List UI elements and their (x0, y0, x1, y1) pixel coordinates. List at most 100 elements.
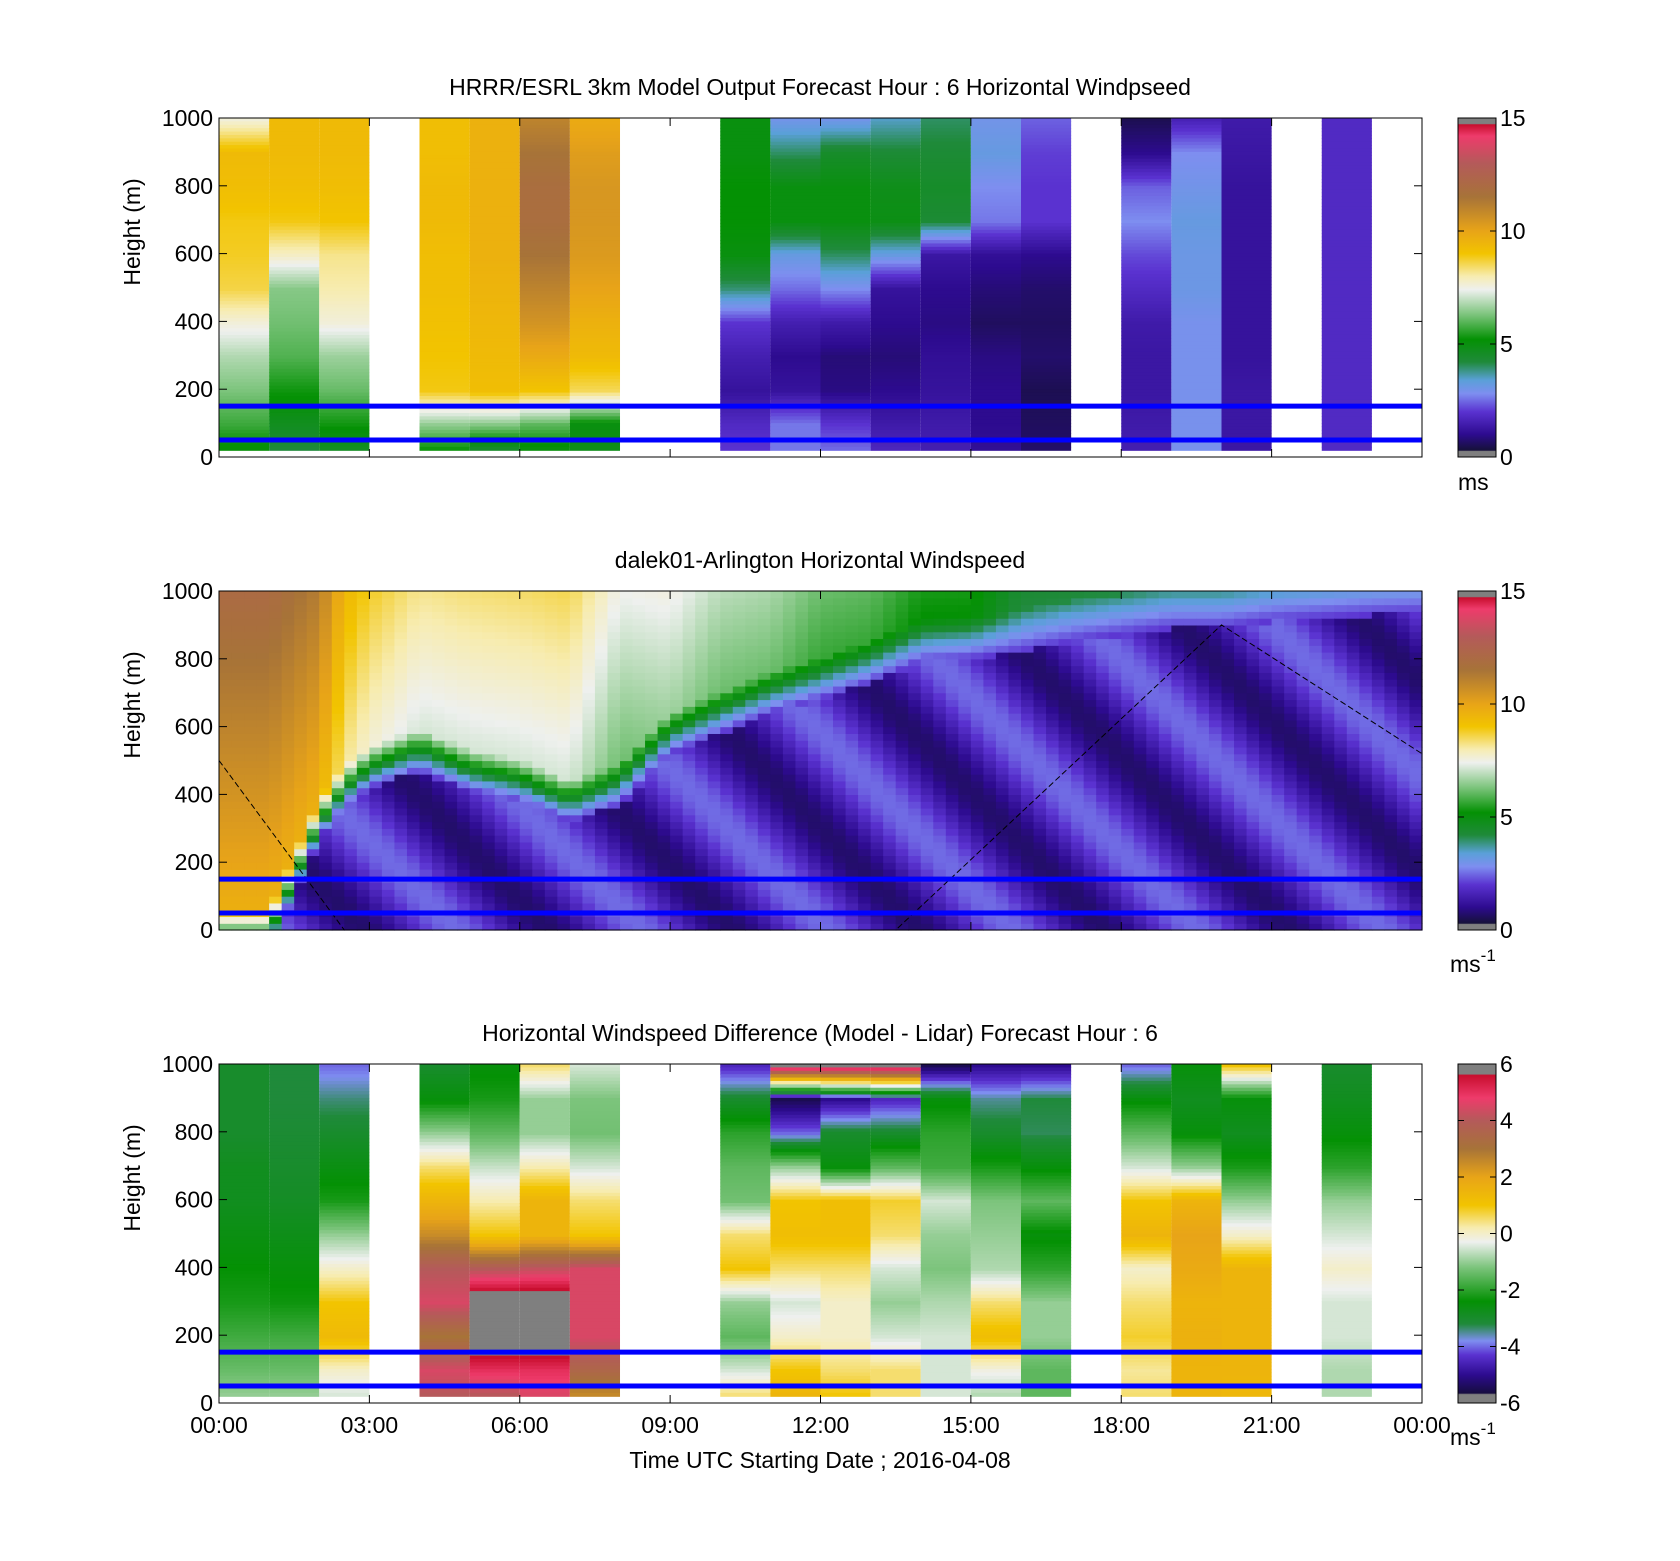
heatmap-cell (244, 685, 258, 694)
heatmap-cell (269, 618, 283, 626)
heatmap-cell (757, 699, 771, 707)
heatmap-cell (482, 882, 496, 890)
heatmap-cell (770, 923, 784, 931)
heatmap-cell (344, 713, 358, 721)
heatmap-cell (482, 774, 496, 782)
heatmap-cell (983, 672, 997, 680)
heatmap-cell (219, 672, 233, 680)
heatmap-cell (319, 379, 370, 384)
heatmap-cell (670, 652, 684, 660)
heatmap-cell (419, 713, 433, 721)
heatmap-cell (557, 848, 571, 857)
heatmap-cell (895, 828, 909, 836)
heatmap-cell (269, 280, 320, 285)
heatmap-cell (870, 923, 884, 931)
heatmap-cell (319, 179, 370, 184)
heatmap-cell (457, 624, 471, 633)
heatmap-cell (745, 774, 759, 782)
heatmap-cell (344, 746, 358, 755)
heatmap-cell (344, 645, 358, 653)
heatmap-cell (720, 740, 734, 748)
heatmap-cell (231, 618, 245, 626)
heatmap-cell (782, 862, 797, 870)
heatmap-cell (858, 692, 872, 701)
heatmap-cell (845, 740, 859, 748)
heatmap-cell (507, 889, 521, 897)
heatmap-cell (958, 699, 972, 707)
heatmap-cell (219, 807, 233, 816)
heatmap-cell (607, 618, 621, 626)
heatmap-cell (732, 699, 746, 707)
heatmap-cell (369, 719, 383, 728)
heatmap-cell (858, 787, 872, 795)
heatmap-cell (319, 209, 370, 214)
heatmap-cell (469, 713, 483, 721)
heatmap-cell (770, 848, 784, 857)
heatmap-cell (457, 658, 471, 667)
heatmap-cell (269, 273, 320, 278)
heatmap-cell (281, 699, 295, 707)
heatmap-cell (594, 896, 609, 904)
heatmap-cell (569, 624, 584, 633)
heatmap-cell (231, 740, 245, 748)
heatmap-cell (870, 692, 884, 701)
heatmap-cell (670, 665, 684, 673)
heatmap-cell (958, 631, 972, 640)
heatmap-cell (419, 604, 433, 612)
heatmap-cell (557, 902, 571, 911)
y-tick-label: 800 (175, 173, 213, 199)
heatmap-cell (745, 604, 759, 612)
heatmap-cell (294, 916, 308, 924)
heatmap-cell (219, 301, 270, 306)
heatmap-cell (381, 794, 396, 802)
heatmap-cell (845, 679, 859, 687)
heatmap-cell (432, 699, 446, 707)
heatmap-cell (594, 604, 609, 612)
heatmap-cell (419, 685, 433, 694)
heatmap-cell (269, 155, 320, 160)
heatmap-cell (745, 624, 759, 633)
heatmap-cell (757, 882, 771, 890)
heatmap-cell (670, 753, 684, 762)
heatmap-cell (544, 740, 558, 748)
heatmap-cell (858, 855, 872, 863)
heatmap-cell (269, 443, 320, 448)
heatmap-cell (569, 841, 584, 850)
heatmap-cell (306, 746, 320, 755)
heatmap-cell (594, 672, 609, 680)
heatmap-cell (582, 591, 596, 599)
heatmap-cell (632, 828, 646, 836)
heatmap-cell (870, 835, 884, 843)
heatmap-cell (519, 889, 533, 897)
heatmap-cell (432, 597, 446, 606)
heatmap-cell (770, 801, 784, 809)
heatmap-cell (381, 835, 396, 843)
heatmap-cell (833, 835, 847, 843)
heatmap-cell (544, 814, 558, 823)
heatmap-cell (419, 645, 433, 653)
heatmap-cell (444, 848, 458, 857)
heatmap-cell (945, 699, 959, 707)
heatmap-cell (419, 794, 433, 802)
heatmap-cell (269, 182, 320, 187)
heatmap-cell (344, 801, 358, 809)
heatmap-cell (745, 835, 759, 843)
heatmap-cell (432, 624, 446, 633)
heatmap-cell (219, 185, 270, 190)
heatmap-cell (983, 855, 997, 863)
heatmap-cell (244, 719, 258, 728)
heatmap-cell (331, 896, 345, 904)
heatmap-cell (419, 419, 470, 424)
heatmap-cell (294, 835, 308, 843)
heatmap-cell (494, 631, 508, 640)
heatmap-cell (582, 597, 596, 606)
heatmap-cell (757, 719, 771, 728)
heatmap-cell (845, 923, 859, 931)
heatmap-cell (219, 294, 270, 299)
heatmap-cell (645, 597, 659, 606)
heatmap-cell (544, 801, 558, 809)
heatmap-cell (306, 611, 320, 619)
heatmap-cell (620, 624, 634, 633)
heatmap-cell (745, 868, 759, 877)
